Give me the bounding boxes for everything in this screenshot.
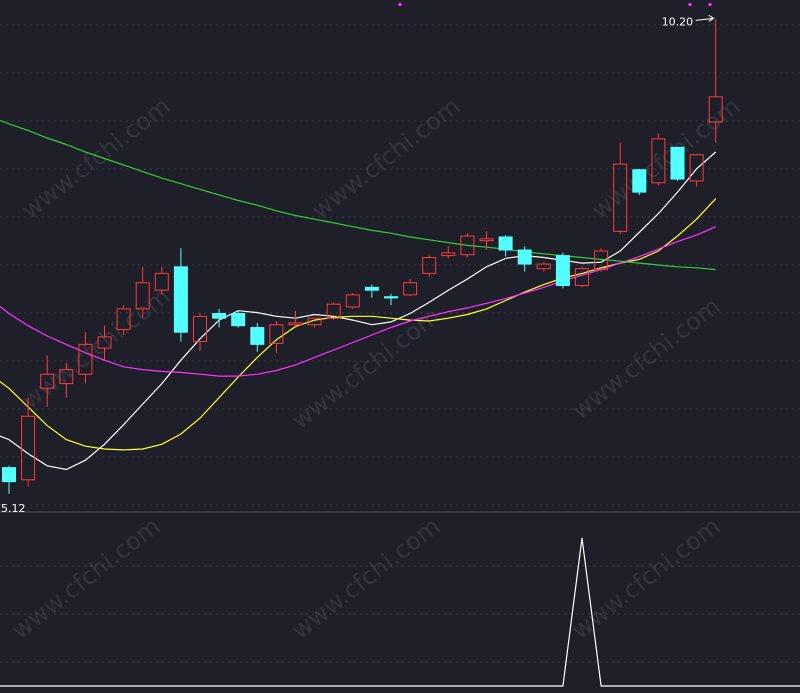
candle-body-down	[231, 313, 246, 327]
candle-body-down	[670, 146, 685, 180]
candle	[498, 235, 513, 257]
candle-body-up	[708, 96, 723, 123]
candle-body-up	[78, 343, 93, 375]
candle	[632, 168, 647, 195]
candle-body-up	[193, 315, 207, 343]
candle-body-up	[689, 154, 704, 182]
candle	[403, 278, 418, 296]
candle-body-up	[326, 303, 341, 319]
candle	[250, 322, 265, 352]
candle-body-up	[345, 294, 360, 308]
candle-body-down	[498, 236, 513, 251]
candle-body-up	[422, 257, 437, 274]
candle-body-up	[613, 163, 628, 232]
ma20-line	[0, 226, 716, 377]
candle	[2, 465, 16, 494]
candle-body-down	[2, 467, 16, 483]
candle-body-up	[288, 322, 303, 326]
candle	[307, 317, 322, 328]
candle	[97, 325, 112, 361]
candle	[689, 154, 704, 187]
candle	[154, 266, 169, 295]
candle-body-up	[403, 282, 418, 296]
candle	[78, 332, 93, 384]
candle-body-up	[307, 317, 322, 326]
candle	[116, 305, 131, 336]
candle-body-up	[575, 268, 589, 287]
candle	[670, 146, 685, 181]
top-marker-layer	[398, 3, 712, 6]
candle	[193, 313, 207, 351]
candle	[231, 310, 246, 328]
candle-body-up	[460, 235, 475, 256]
candle	[555, 252, 570, 289]
indicator-panel	[0, 537, 800, 687]
candle	[59, 363, 74, 398]
candle	[594, 248, 609, 272]
top-marker	[688, 3, 692, 6]
candle	[345, 292, 360, 309]
candle-body-down	[212, 313, 227, 319]
candle-body-up	[135, 282, 150, 310]
candle	[708, 19, 723, 143]
candle-body-up	[479, 238, 494, 242]
candle	[135, 266, 150, 319]
high-price-arrow	[695, 14, 715, 22]
candle	[364, 284, 379, 298]
candle	[441, 246, 456, 259]
candle	[21, 397, 36, 487]
candle-body-up	[97, 336, 112, 349]
candle-body-up	[651, 138, 666, 184]
indicator-line	[0, 537, 800, 687]
candle	[212, 308, 227, 328]
candle	[384, 293, 398, 306]
candle-body-up	[21, 415, 36, 481]
candle-body-down	[555, 255, 570, 287]
candle-body-up	[441, 252, 456, 257]
candle-body-up	[116, 308, 131, 330]
candle-body-up	[59, 369, 74, 385]
candle	[326, 302, 341, 321]
candle-body-up	[536, 263, 551, 270]
candle-body-down	[517, 249, 532, 265]
candle	[269, 321, 284, 353]
ma10-line	[0, 198, 717, 451]
ma60-line	[0, 119, 716, 271]
candle	[422, 255, 437, 277]
candle	[40, 355, 55, 407]
candle	[460, 233, 475, 258]
candle-body-up	[269, 324, 284, 344]
candle-body-down	[384, 296, 398, 299]
price-label-layer: 10.20 5.12	[1, 14, 715, 515]
top-marker	[398, 3, 402, 6]
candle	[173, 248, 188, 342]
candle-body-up	[594, 250, 609, 271]
candle-body-up	[40, 373, 55, 389]
candle-body-down	[632, 169, 647, 193]
candle-body-down	[364, 286, 379, 291]
candle	[651, 133, 666, 186]
candle-body-up	[154, 272, 169, 291]
candle	[288, 310, 303, 326]
candle	[517, 246, 532, 272]
candle-body-down	[173, 266, 188, 333]
candle	[613, 142, 628, 235]
candle	[536, 262, 551, 272]
candle-body-down	[250, 327, 265, 345]
candle	[479, 231, 494, 251]
candle	[575, 266, 589, 288]
candlestick-layer	[2, 19, 723, 494]
high-price-label: 10.20	[662, 15, 694, 28]
low-price-label: 5.12	[1, 502, 26, 515]
grid-layer	[0, 24, 800, 663]
top-marker	[708, 3, 712, 6]
